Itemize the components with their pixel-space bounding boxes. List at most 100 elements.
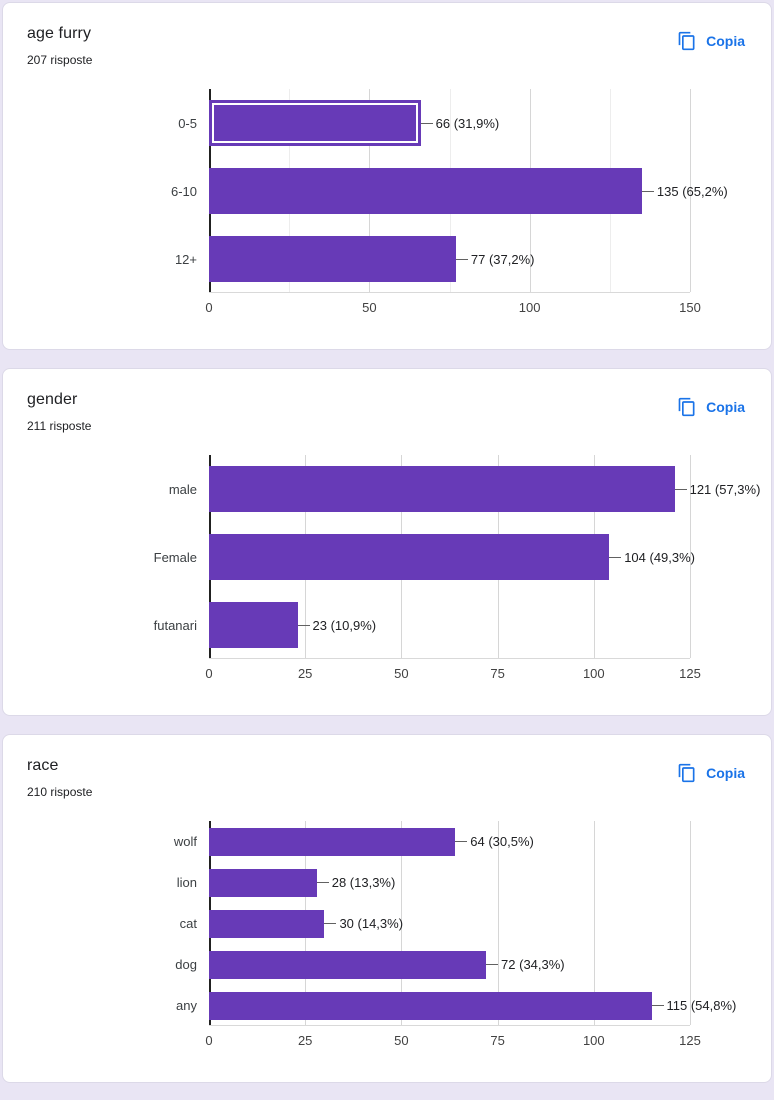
row-plot: 121 (57,3%) xyxy=(209,455,760,523)
value-connector-line xyxy=(324,923,337,924)
gridline xyxy=(690,821,691,1025)
x-axis: 0 25 50 75 100 125 xyxy=(205,665,700,685)
question-card-race: race 210 risposte Copia wolf 64 (30,5%) li… xyxy=(2,734,772,1083)
bar[interactable] xyxy=(209,827,456,856)
question-card-gender: gender 211 risposte Copia male 121 (57,3%… xyxy=(2,368,772,716)
axis-tick-label: 25 xyxy=(297,1033,313,1048)
gridline xyxy=(690,89,691,292)
card-header: age furry 207 risposte Copia xyxy=(27,25,747,67)
value-connector-line xyxy=(674,488,687,490)
category-label: wolf xyxy=(173,834,197,849)
value-annotation: 66 (31,9%) xyxy=(420,116,499,131)
forms-summary-page: age furry 207 risposte Copia 0-5 66 (31,9… xyxy=(2,2,772,1083)
value-annotation: 104 (49,3%) xyxy=(609,550,695,565)
category-label: dog xyxy=(175,957,197,972)
category-label: male xyxy=(168,481,197,497)
bar[interactable] xyxy=(209,534,610,580)
axis-tick-label: 50 xyxy=(394,1033,409,1048)
category-label: 12+ xyxy=(174,251,197,267)
bar[interactable] xyxy=(209,236,456,282)
question-title: race xyxy=(27,757,59,774)
bar[interactable] xyxy=(209,950,487,979)
category-label: any xyxy=(176,998,197,1013)
row-plot: 115 (54,8%) xyxy=(209,985,736,1026)
response-count: 207 risposte xyxy=(27,53,93,67)
card-titles: race 210 risposte xyxy=(27,757,92,799)
card-titles: gender 211 risposte xyxy=(27,391,91,433)
value-annotation: 115 (54,8%) xyxy=(651,998,737,1013)
axis-tick-label: 50 xyxy=(394,666,409,681)
copy-button[interactable]: Copia xyxy=(675,759,747,787)
response-count: 211 risposte xyxy=(27,419,92,433)
x-axis: 0 50 100 150 xyxy=(205,299,700,319)
gridline xyxy=(401,821,403,1025)
bar[interactable] xyxy=(209,909,325,938)
row-plot: 64 (30,5%) xyxy=(209,821,690,862)
question-card-age-furry: age furry 207 risposte Copia 0-5 66 (31,9… xyxy=(2,2,772,350)
copy-label: Copia xyxy=(706,33,745,49)
value-connector-line xyxy=(641,190,654,192)
chart-plot-area: male 121 (57,3%) Female 104 (49,3%) futanari… xyxy=(27,455,760,659)
chart-row: dog 72 (34,3%) xyxy=(27,944,747,985)
gridline xyxy=(593,821,595,1025)
row-plot: 77 (37,2%) xyxy=(209,225,690,293)
value-connector-line xyxy=(609,556,622,558)
copy-icon xyxy=(677,31,697,51)
chart-row: 12+ 77 (37,2%) xyxy=(27,225,747,293)
copy-icon xyxy=(677,763,697,783)
bar[interactable] xyxy=(209,991,652,1020)
chart-row: Female 104 (49,3%) xyxy=(27,523,747,591)
value-annotation: 28 (13,3%) xyxy=(316,875,396,890)
axis-tick-label: 100 xyxy=(518,300,541,315)
value-connector-line xyxy=(486,964,499,965)
chart-row: male 121 (57,3%) xyxy=(27,455,760,523)
gridline xyxy=(690,455,691,658)
card-header: gender 211 risposte Copia xyxy=(27,391,747,433)
value-label: 135 (65,2%) xyxy=(656,183,728,199)
chart-row: futanari 23 (10,9%) xyxy=(27,591,747,659)
value-label: 115 (54,8%) xyxy=(666,998,737,1013)
axis-tick-label: 125 xyxy=(679,666,701,681)
row-plot: 66 (31,9%) xyxy=(209,89,690,157)
bar[interactable] xyxy=(209,466,675,512)
bar[interactable] xyxy=(209,868,317,897)
bar-chart: male 121 (57,3%) Female 104 (49,3%) futanari… xyxy=(27,455,760,685)
value-label: 28 (13,3%) xyxy=(331,875,396,890)
chart-row: cat 30 (14,3%) xyxy=(27,903,747,944)
bar[interactable] xyxy=(209,602,298,648)
category-label: 0-5 xyxy=(178,115,197,131)
axis-tick-label: 100 xyxy=(582,1033,605,1048)
row-plot: 28 (13,3%) xyxy=(209,862,690,903)
row-plot: 23 (10,9%) xyxy=(209,591,690,659)
copy-label: Copia xyxy=(706,765,745,781)
copy-button[interactable]: Copia xyxy=(675,393,747,421)
value-label: 64 (30,5%) xyxy=(470,834,534,849)
value-connector-line xyxy=(455,258,468,260)
copy-icon xyxy=(677,397,697,417)
axis-tick-label: 50 xyxy=(362,300,377,315)
value-connector-line xyxy=(420,122,433,124)
bar[interactable] xyxy=(209,100,421,146)
axis-tick-label: 150 xyxy=(679,300,701,315)
gridline xyxy=(497,821,499,1025)
value-annotation: 64 (30,5%) xyxy=(455,834,534,849)
row-plot: 104 (49,3%) xyxy=(209,523,695,591)
x-axis: 0 25 50 75 100 125 xyxy=(205,1032,700,1052)
value-annotation: 72 (34,3%) xyxy=(486,957,565,972)
copy-label: Copia xyxy=(706,399,745,415)
category-label: lion xyxy=(176,875,197,890)
value-annotation: 135 (65,2%) xyxy=(641,183,728,199)
chart-plot-area: 0-5 66 (31,9%) 6-10 135 (65,2%) 12+ 77 (37,2%… xyxy=(27,89,747,293)
value-connector-line xyxy=(651,1005,664,1006)
axis-tick-label: 125 xyxy=(679,1033,701,1048)
row-plot: 135 (65,2%) xyxy=(209,157,728,225)
category-label: Female xyxy=(153,549,197,565)
bar[interactable] xyxy=(209,168,642,214)
value-label: 30 (14,3%) xyxy=(339,916,404,931)
copy-button[interactable]: Copia xyxy=(675,27,747,55)
value-label: 121 (57,3%) xyxy=(689,481,761,497)
question-title: age furry xyxy=(27,25,92,42)
chart-row: 0-5 66 (31,9%) xyxy=(27,89,747,157)
axis-tick-label: 75 xyxy=(490,1033,505,1048)
bar-chart: 0-5 66 (31,9%) 6-10 135 (65,2%) 12+ 77 (37,2%… xyxy=(27,89,747,319)
